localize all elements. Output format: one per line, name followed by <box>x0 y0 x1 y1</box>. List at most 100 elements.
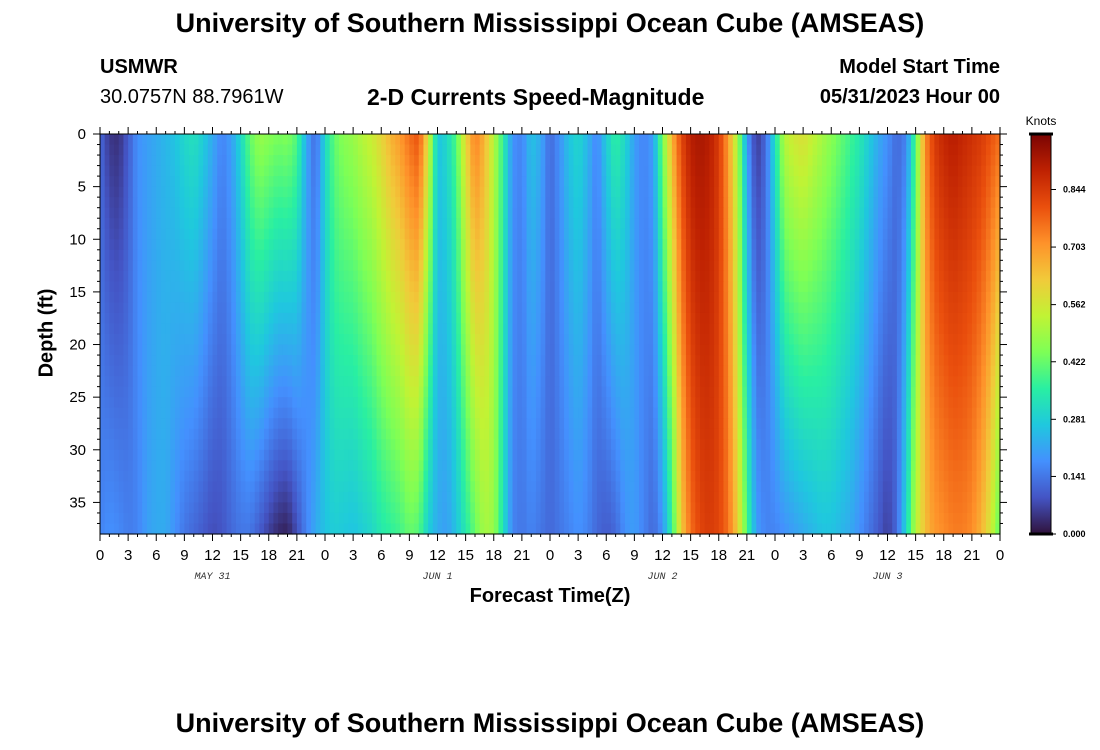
heatmap-cell <box>296 281 303 293</box>
heatmap-cell <box>976 376 982 388</box>
heatmap-cell <box>109 302 115 314</box>
heatmap-cell <box>578 239 584 251</box>
heatmap-cell <box>198 155 204 167</box>
heatmap-cell <box>404 270 410 282</box>
heatmap-cell <box>151 386 157 398</box>
heatmap-cell <box>643 155 650 167</box>
heatmap-cell <box>460 134 467 146</box>
heatmap-cell <box>123 260 129 272</box>
heatmap-cell <box>142 386 148 398</box>
heatmap-cell <box>456 144 462 156</box>
heatmap-cell <box>273 260 279 272</box>
heatmap-cell <box>859 207 865 219</box>
heatmap-cell <box>592 376 598 388</box>
heatmap-cell <box>742 186 748 198</box>
heatmap-cell <box>573 260 579 272</box>
heatmap-cell <box>873 270 879 282</box>
heatmap-cell <box>859 186 865 198</box>
heatmap-cell <box>639 197 645 209</box>
heatmap-cell <box>114 323 120 335</box>
heatmap-cell <box>906 302 912 314</box>
heatmap-cell <box>882 218 889 230</box>
heatmap-cell <box>353 239 359 251</box>
heatmap-cell <box>568 176 575 188</box>
heatmap-cell <box>850 302 856 314</box>
heatmap-cell <box>193 355 200 367</box>
heatmap-cell <box>732 302 739 314</box>
heatmap-cell <box>339 344 345 356</box>
heatmap-cell <box>503 291 509 304</box>
heatmap-cell <box>760 376 767 388</box>
heatmap-cell <box>803 207 809 219</box>
heatmap-cell <box>142 186 148 198</box>
heatmap-cell <box>831 218 837 230</box>
heatmap-cell <box>339 365 345 377</box>
heatmap-cell <box>423 312 429 325</box>
heatmap-cell <box>826 144 832 156</box>
heatmap-cell <box>803 365 809 377</box>
heatmap-cell <box>840 365 846 377</box>
heatmap-cell <box>971 355 978 367</box>
heatmap-cell <box>503 281 509 293</box>
heatmap-cell <box>700 144 706 156</box>
heatmap-cell <box>259 165 265 177</box>
heatmap-cell <box>221 312 228 325</box>
heatmap-cell <box>521 386 528 398</box>
heatmap-cell <box>287 270 293 282</box>
heatmap-cell <box>146 312 153 325</box>
heatmap-cell <box>179 291 185 304</box>
heatmap-cell <box>554 134 560 146</box>
heatmap-cell <box>390 218 396 230</box>
heatmap-cell <box>568 355 575 367</box>
heatmap-cell <box>446 155 453 167</box>
heatmap-cell <box>353 144 359 156</box>
heatmap-cell <box>423 165 429 177</box>
heatmap-cell <box>831 397 837 409</box>
heatmap-cell <box>465 386 471 398</box>
heatmap-cell <box>273 197 279 209</box>
heatmap-cell <box>554 270 560 282</box>
heatmap-cell <box>550 176 556 188</box>
heatmap-cell <box>189 207 195 219</box>
heatmap-cell <box>240 176 246 188</box>
heatmap-cell <box>606 334 612 346</box>
heatmap-cell <box>268 218 275 230</box>
heatmap-cell <box>910 302 917 314</box>
heatmap-cell <box>282 165 289 177</box>
heatmap-cell <box>367 376 373 388</box>
heatmap-cell <box>451 312 457 325</box>
heatmap-cell <box>821 155 828 167</box>
heatmap-cell <box>423 134 429 146</box>
heatmap-cell <box>128 376 134 388</box>
heatmap-cell <box>301 207 307 219</box>
heatmap-cell <box>278 344 284 356</box>
heatmap-cell <box>948 291 954 304</box>
heatmap-cell <box>235 144 242 156</box>
heatmap-cell <box>873 376 879 388</box>
heatmap-cell <box>892 165 898 177</box>
heatmap-cell <box>451 228 457 240</box>
heatmap-cell <box>550 155 556 167</box>
heatmap-cell <box>146 281 153 293</box>
heatmap-cell <box>437 281 443 293</box>
heatmap-cell <box>475 186 481 198</box>
heatmap-cell <box>123 218 129 230</box>
heatmap-cell <box>934 134 940 146</box>
heatmap-cell <box>371 291 378 304</box>
heatmap-cell <box>662 218 668 230</box>
heatmap-cell <box>728 355 734 367</box>
heatmap-cell <box>709 323 715 335</box>
heatmap-cell <box>184 334 190 346</box>
heatmap-cell <box>245 270 251 282</box>
heatmap-cell <box>104 186 110 198</box>
heatmap-cell <box>203 134 209 146</box>
heatmap-cell <box>123 144 129 156</box>
heatmap-cell <box>517 376 523 388</box>
heatmap-cell <box>835 312 842 325</box>
heatmap-cell <box>765 312 771 325</box>
heatmap-cell <box>592 302 598 314</box>
heatmap-cell <box>901 334 907 346</box>
heatmap-cell <box>742 334 748 346</box>
heatmap-cell <box>245 239 251 251</box>
heatmap-cell <box>831 239 837 251</box>
